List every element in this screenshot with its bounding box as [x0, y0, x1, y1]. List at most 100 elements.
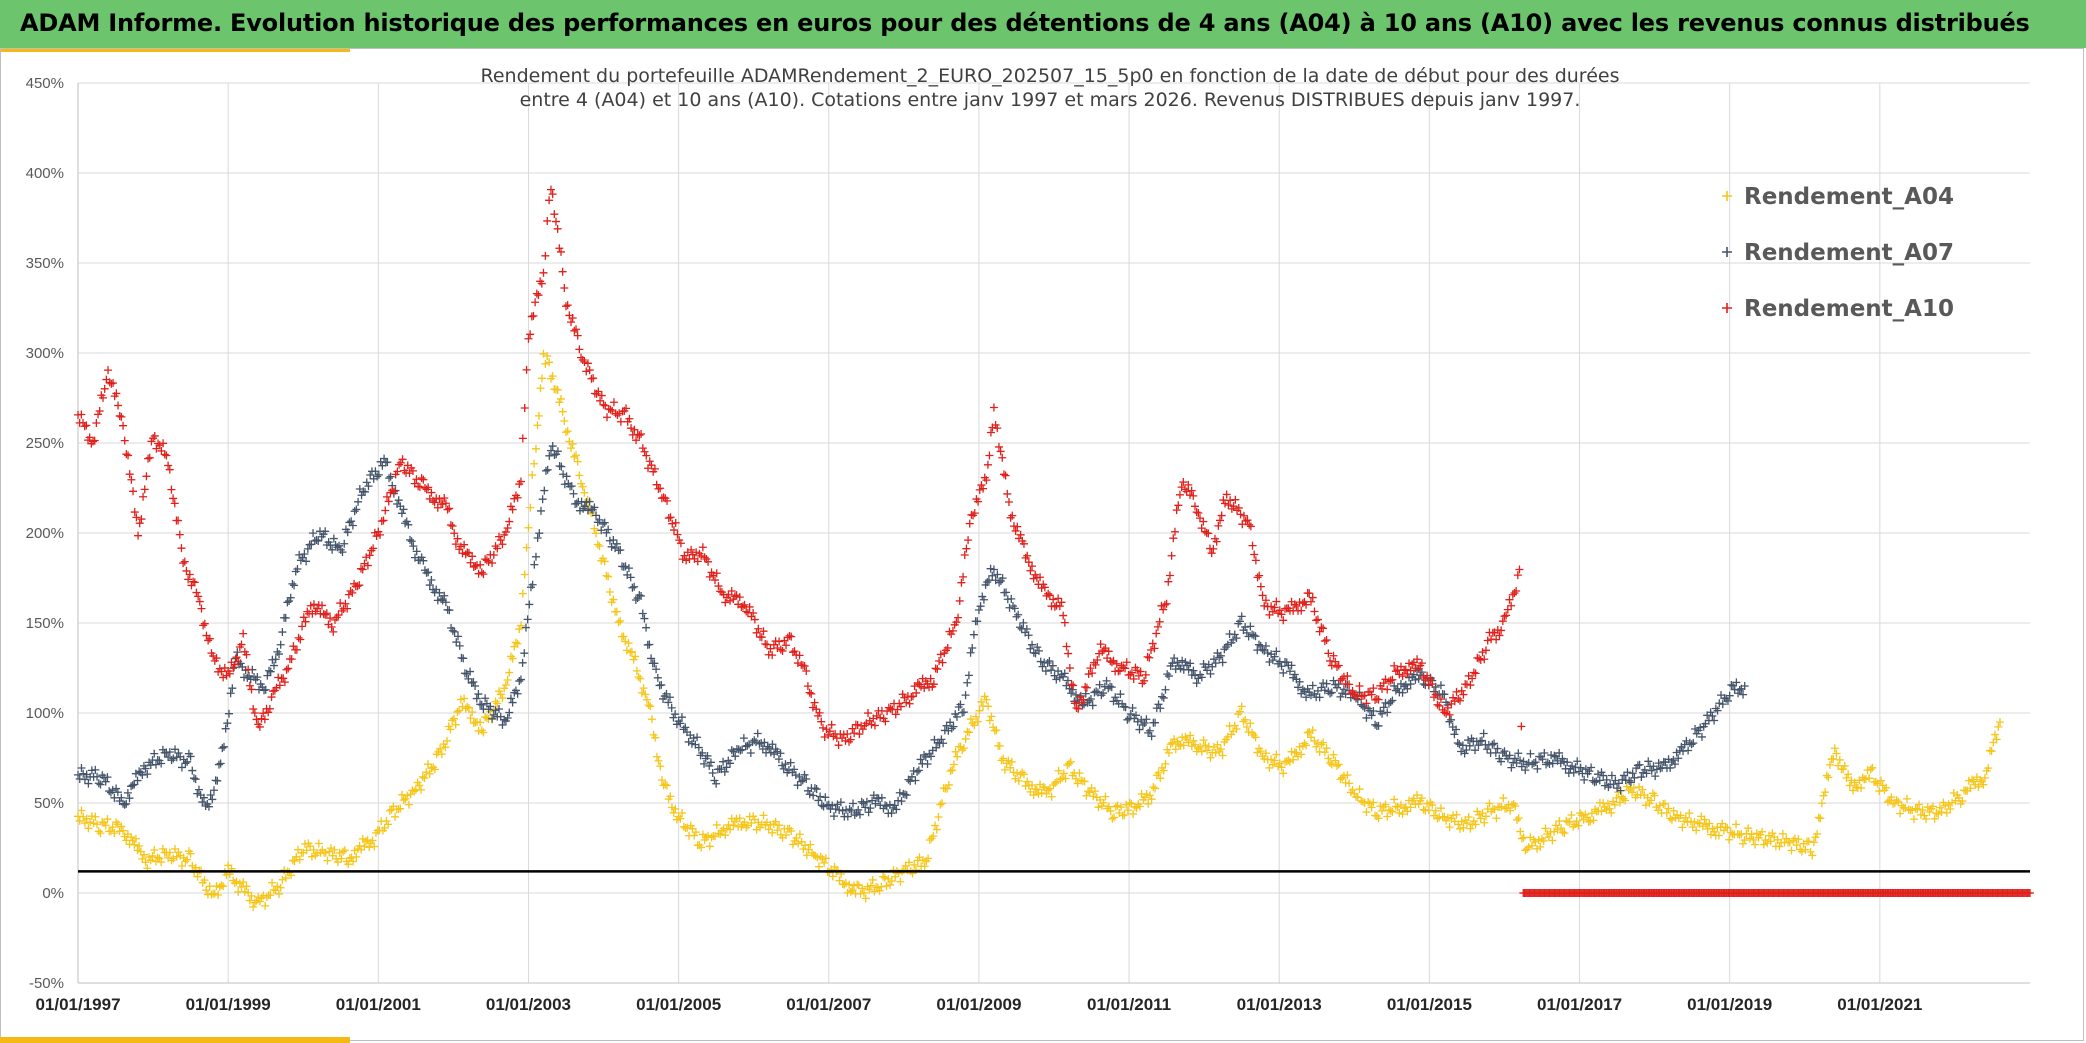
data-point [1401, 665, 1410, 674]
data-point [956, 742, 965, 751]
data-point [726, 825, 735, 834]
data-point [612, 607, 621, 616]
data-point [479, 570, 488, 579]
data-point [817, 717, 826, 726]
data-point [1497, 802, 1506, 811]
data-point [1408, 660, 1417, 669]
x-tick-label: 01/01/2011 [1087, 995, 1171, 1014]
data-point [143, 770, 152, 779]
data-point [1111, 693, 1120, 702]
data-point [278, 875, 287, 884]
data-point [768, 651, 777, 660]
data-point [1141, 670, 1150, 679]
data-point [664, 514, 673, 523]
data-point [795, 651, 804, 660]
data-point [412, 547, 421, 556]
data-point [771, 817, 780, 826]
data-point [177, 544, 186, 553]
data-point [533, 534, 542, 543]
data-point [640, 447, 649, 456]
data-point [1473, 653, 1482, 662]
x-tick-label: 01/01/1999 [186, 995, 271, 1014]
data-point [609, 536, 618, 545]
data-point [787, 827, 796, 836]
data-point [632, 436, 641, 445]
data-point [541, 251, 550, 260]
data-point [932, 825, 941, 834]
data-point [1628, 769, 1637, 778]
data-point [158, 844, 167, 853]
data-point [264, 708, 273, 717]
x-tick-label: 01/01/2017 [1537, 995, 1622, 1014]
data-point [1329, 750, 1338, 759]
data-point [965, 728, 974, 737]
data-point [1203, 746, 1212, 755]
chart-title-line: entre 4 (A04) et 10 ans (A10). Cotations… [520, 89, 1581, 111]
data-point [540, 486, 549, 495]
data-point [1452, 725, 1461, 734]
data-point [560, 416, 569, 425]
data-point [1292, 748, 1301, 757]
data-point [125, 470, 134, 479]
data-point [1126, 670, 1135, 679]
data-point [627, 647, 636, 656]
data-point [573, 457, 582, 466]
data-point [1327, 688, 1336, 697]
data-point [606, 405, 615, 414]
data-point [841, 736, 850, 745]
data-point [321, 527, 330, 536]
data-point [712, 820, 721, 829]
data-point [666, 792, 675, 801]
data-point [1920, 811, 1929, 820]
data-point [1155, 617, 1164, 626]
data-point [451, 720, 460, 729]
data-point [123, 788, 132, 797]
data-point [1209, 655, 1218, 664]
data-point [1723, 823, 1732, 832]
data-point [1476, 655, 1485, 664]
data-point [1108, 814, 1117, 823]
data-point [1948, 798, 1957, 807]
data-point [443, 736, 452, 745]
data-point [1384, 806, 1393, 815]
data-point [290, 857, 299, 866]
data-point [858, 725, 867, 734]
data-point [1714, 831, 1723, 840]
data-point [738, 745, 747, 754]
data-point [820, 858, 829, 867]
data-point [1116, 803, 1125, 812]
data-point [1801, 845, 1810, 854]
data-point [1214, 521, 1223, 530]
data-point [936, 800, 945, 809]
data-point [710, 576, 719, 585]
data-point [1191, 740, 1200, 749]
data-point [1531, 837, 1540, 846]
data-point [1512, 586, 1521, 595]
data-point [1144, 799, 1153, 808]
data-point [665, 693, 674, 702]
data-point [186, 849, 195, 858]
data-point [394, 496, 403, 505]
data-point [1493, 744, 1502, 753]
data-point [1369, 798, 1378, 807]
data-point [697, 551, 706, 560]
data-point [382, 492, 391, 501]
data-point [214, 891, 223, 900]
data-point [450, 529, 459, 538]
data-point [698, 543, 707, 552]
data-point [1334, 760, 1343, 769]
data-point [1167, 551, 1176, 560]
data-point [1190, 502, 1199, 511]
data-point [1215, 653, 1224, 662]
data-point [1669, 806, 1678, 815]
data-point [1413, 655, 1422, 664]
data-point [1038, 662, 1047, 671]
data-point [92, 419, 101, 428]
data-point [360, 559, 369, 568]
data-point [1682, 736, 1691, 745]
data-point [1310, 607, 1319, 616]
data-point [747, 818, 756, 827]
data-point [621, 637, 630, 646]
data-point [1625, 776, 1634, 785]
data-point [838, 806, 847, 815]
